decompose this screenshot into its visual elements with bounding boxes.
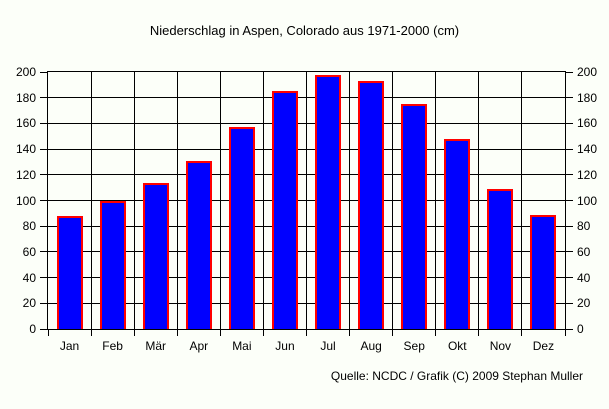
y-axis-tick-left-60 <box>40 251 47 253</box>
bar-jun <box>271 91 298 329</box>
y-axis-tick-right-200 <box>566 71 573 73</box>
y-axis-label-left-20: 20 <box>22 296 36 311</box>
x-axis-label-okt: Okt <box>447 339 467 353</box>
y-axis-tick-right-60 <box>566 251 573 253</box>
y-axis-label-right-20: 20 <box>577 296 591 311</box>
y-axis-label-right-80: 80 <box>577 219 591 234</box>
gridline-v-6 <box>306 72 307 329</box>
y-axis-tick-left-100 <box>40 200 47 201</box>
y-axis-label-right-180: 180 <box>577 90 598 105</box>
bar-dez <box>530 214 557 329</box>
bar-okt <box>444 138 471 329</box>
y-axis-tick-right-140 <box>566 148 573 150</box>
y-axis-tick-left-180 <box>40 97 47 99</box>
gridline-v-5 <box>262 72 264 329</box>
bar-mär <box>142 182 169 329</box>
source-credit: Quelle: NCDC / Grafik (C) 2009 Stephan M… <box>330 369 583 383</box>
x-axis-tick-0 <box>47 330 49 336</box>
y-axis-label-right-60: 60 <box>577 244 591 259</box>
y-axis-label-right-120: 120 <box>577 167 598 182</box>
y-axis-label-right-0: 0 <box>577 322 584 336</box>
y-axis-tick-left-120 <box>40 174 47 176</box>
x-axis-label-dez: Dez <box>532 339 555 353</box>
y-axis-tick-left-0 <box>40 328 47 330</box>
x-axis-label-jan: Jan <box>59 339 80 353</box>
x-axis-label-apr: Apr <box>189 339 209 353</box>
plot-area: 0 0 20 20 40 40 60 60 80 80 100 100 120 120 140 140 160 1… <box>16 65 597 353</box>
y-axis-label-right-140: 140 <box>577 142 598 157</box>
y-axis-label-left-80: 80 <box>22 219 36 234</box>
x-axis-label-nov: Nov <box>489 339 512 353</box>
y-axis-label-right-40: 40 <box>577 270 591 285</box>
x-axis-label-jun: Jun <box>275 339 295 353</box>
y-axis-label-left-100: 100 <box>15 193 36 208</box>
x-axis-tick-9 <box>435 330 437 336</box>
gridline-v-4 <box>219 72 221 329</box>
y-axis-tick-left-80 <box>40 225 47 227</box>
y-axis-label-left-0: 0 <box>29 322 36 336</box>
bar-sep <box>401 104 428 329</box>
gridline-v-11 <box>521 72 523 329</box>
x-axis-tick-4 <box>219 330 221 336</box>
chart-title: Niederschlag in Aspen, Colorado aus 1971… <box>149 23 460 38</box>
x-axis-tick-12 <box>564 330 566 336</box>
x-axis-label-feb: Feb <box>102 339 123 353</box>
x-axis-label-sep: Sep <box>403 339 425 353</box>
x-axis-tick-1 <box>90 330 92 336</box>
gridline-v-10 <box>478 72 480 329</box>
y-axis-label-left-200: 200 <box>15 65 36 79</box>
x-axis-tick-11 <box>521 330 523 336</box>
y-axis-tick-right-120 <box>566 174 573 176</box>
y-axis-tick-left-160 <box>40 122 47 124</box>
y-axis-label-left-60: 60 <box>22 244 36 259</box>
y-axis-label-left-40: 40 <box>22 270 36 285</box>
gridline-v-9 <box>435 72 437 329</box>
x-axis-label-jul: Jul <box>320 339 336 353</box>
y-axis-label-right-100: 100 <box>577 193 598 208</box>
x-axis-tick-8 <box>392 330 394 336</box>
bar-aug <box>358 81 385 329</box>
bar-nov <box>487 188 514 329</box>
y-axis-tick-right-0 <box>566 328 573 330</box>
y-axis-label-left-160: 160 <box>15 116 36 131</box>
y-axis-tick-right-80 <box>566 225 573 227</box>
y-axis-tick-right-180 <box>566 97 573 99</box>
gridline-v-8 <box>392 72 394 329</box>
x-axis-label-mai: Mai <box>232 339 252 353</box>
x-axis-tick-7 <box>349 330 351 336</box>
bar-feb <box>99 200 126 329</box>
y-axis-label-right-200: 200 <box>577 65 598 79</box>
y-axis-label-left-120: 120 <box>15 167 36 182</box>
x-axis-tick-3 <box>176 330 178 336</box>
y-axis-tick-right-160 <box>566 122 573 124</box>
y-axis-label-left-180: 180 <box>15 90 36 105</box>
x-axis-label-mär: Mär <box>145 339 167 353</box>
bar-apr <box>185 160 212 329</box>
x-axis-tick-5 <box>262 330 264 336</box>
gridline-v-2 <box>133 72 135 329</box>
gridline-v-3 <box>176 72 178 329</box>
y-axis-tick-right-40 <box>566 277 573 279</box>
bar-jan <box>56 215 83 329</box>
y-axis-label-left-140: 140 <box>15 142 36 157</box>
y-axis-tick-left-20 <box>40 302 47 304</box>
y-axis-tick-left-200 <box>40 71 47 73</box>
x-axis-tick-2 <box>133 330 135 336</box>
y-axis-tick-left-40 <box>40 277 47 279</box>
gridline-v-1 <box>90 72 92 329</box>
y-axis-label-right-160: 160 <box>577 116 598 131</box>
bar-jul <box>315 74 342 329</box>
x-axis-label-aug: Aug <box>360 339 382 353</box>
y-axis-tick-left-140 <box>40 148 47 150</box>
x-axis-tick-6 <box>306 330 307 336</box>
y-axis-tick-right-100 <box>566 200 573 201</box>
bar-mai <box>228 127 255 329</box>
x-axis-tick-10 <box>478 330 480 336</box>
gridline-v-7 <box>349 72 351 329</box>
y-axis-tick-right-20 <box>566 302 573 304</box>
